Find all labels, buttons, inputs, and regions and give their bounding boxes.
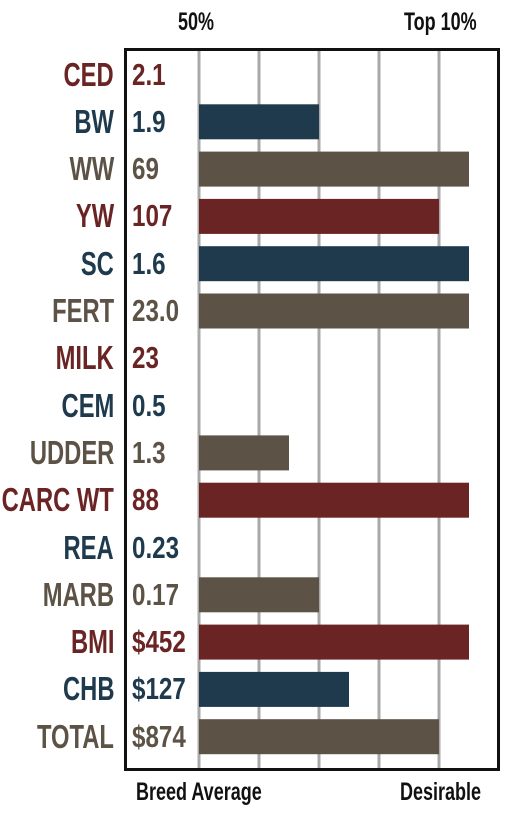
bar-ww bbox=[199, 151, 469, 187]
trait-label: MILK bbox=[55, 339, 114, 377]
trait-value: $127 bbox=[132, 671, 186, 707]
trait-value: 23.0 bbox=[132, 293, 180, 328]
bar-sc bbox=[199, 246, 469, 282]
trait-label: SC bbox=[80, 244, 114, 282]
bar-fert bbox=[199, 293, 469, 329]
trait-label: BW bbox=[74, 102, 114, 140]
trait-value: 69 bbox=[132, 151, 159, 187]
header-left-label: 50% bbox=[178, 8, 215, 36]
trait-label: REA bbox=[63, 528, 114, 566]
trait-value: 1.6 bbox=[132, 245, 166, 281]
trait-value: 23 bbox=[132, 340, 159, 376]
header-right-label: Top 10% bbox=[404, 8, 477, 36]
trait-label: WW bbox=[69, 150, 114, 188]
trait-value: $874 bbox=[132, 718, 186, 754]
trait-value: $452 bbox=[132, 624, 186, 660]
trait-value: 107 bbox=[132, 198, 173, 234]
trait-label: UDDER bbox=[29, 433, 114, 471]
bar-marb bbox=[199, 577, 319, 613]
trait-value: 0.23 bbox=[132, 529, 180, 565]
trait-label: CED bbox=[63, 55, 114, 93]
bar-bmi bbox=[199, 624, 469, 660]
bar-udder bbox=[199, 435, 289, 471]
trait-value: 0.5 bbox=[132, 387, 166, 423]
bar-carc-wt bbox=[199, 482, 469, 518]
footer-right-label: Desirable bbox=[400, 778, 482, 806]
bar-chb bbox=[199, 671, 349, 707]
trait-label: MARB bbox=[42, 575, 114, 613]
bar-bw bbox=[199, 104, 319, 140]
trait-label: CEM bbox=[61, 386, 114, 424]
trait-label: CARC WT bbox=[1, 481, 114, 519]
trait-value: 1.9 bbox=[132, 103, 166, 139]
chart-frame bbox=[124, 48, 500, 771]
trait-label: FERT bbox=[51, 292, 114, 329]
trait-value: 2.1 bbox=[132, 56, 166, 92]
trait-label: TOTAL bbox=[37, 717, 114, 755]
trait-label: YW bbox=[75, 197, 114, 235]
trait-label: BMI bbox=[70, 623, 114, 661]
trait-value: 1.3 bbox=[132, 434, 166, 470]
bar-total bbox=[199, 719, 439, 755]
bar-yw bbox=[199, 198, 439, 234]
trait-label: CHB bbox=[62, 670, 114, 708]
trait-value: 0.17 bbox=[132, 576, 180, 612]
footer-left-label: Breed Average bbox=[136, 778, 262, 806]
trait-value: 88 bbox=[132, 482, 159, 518]
